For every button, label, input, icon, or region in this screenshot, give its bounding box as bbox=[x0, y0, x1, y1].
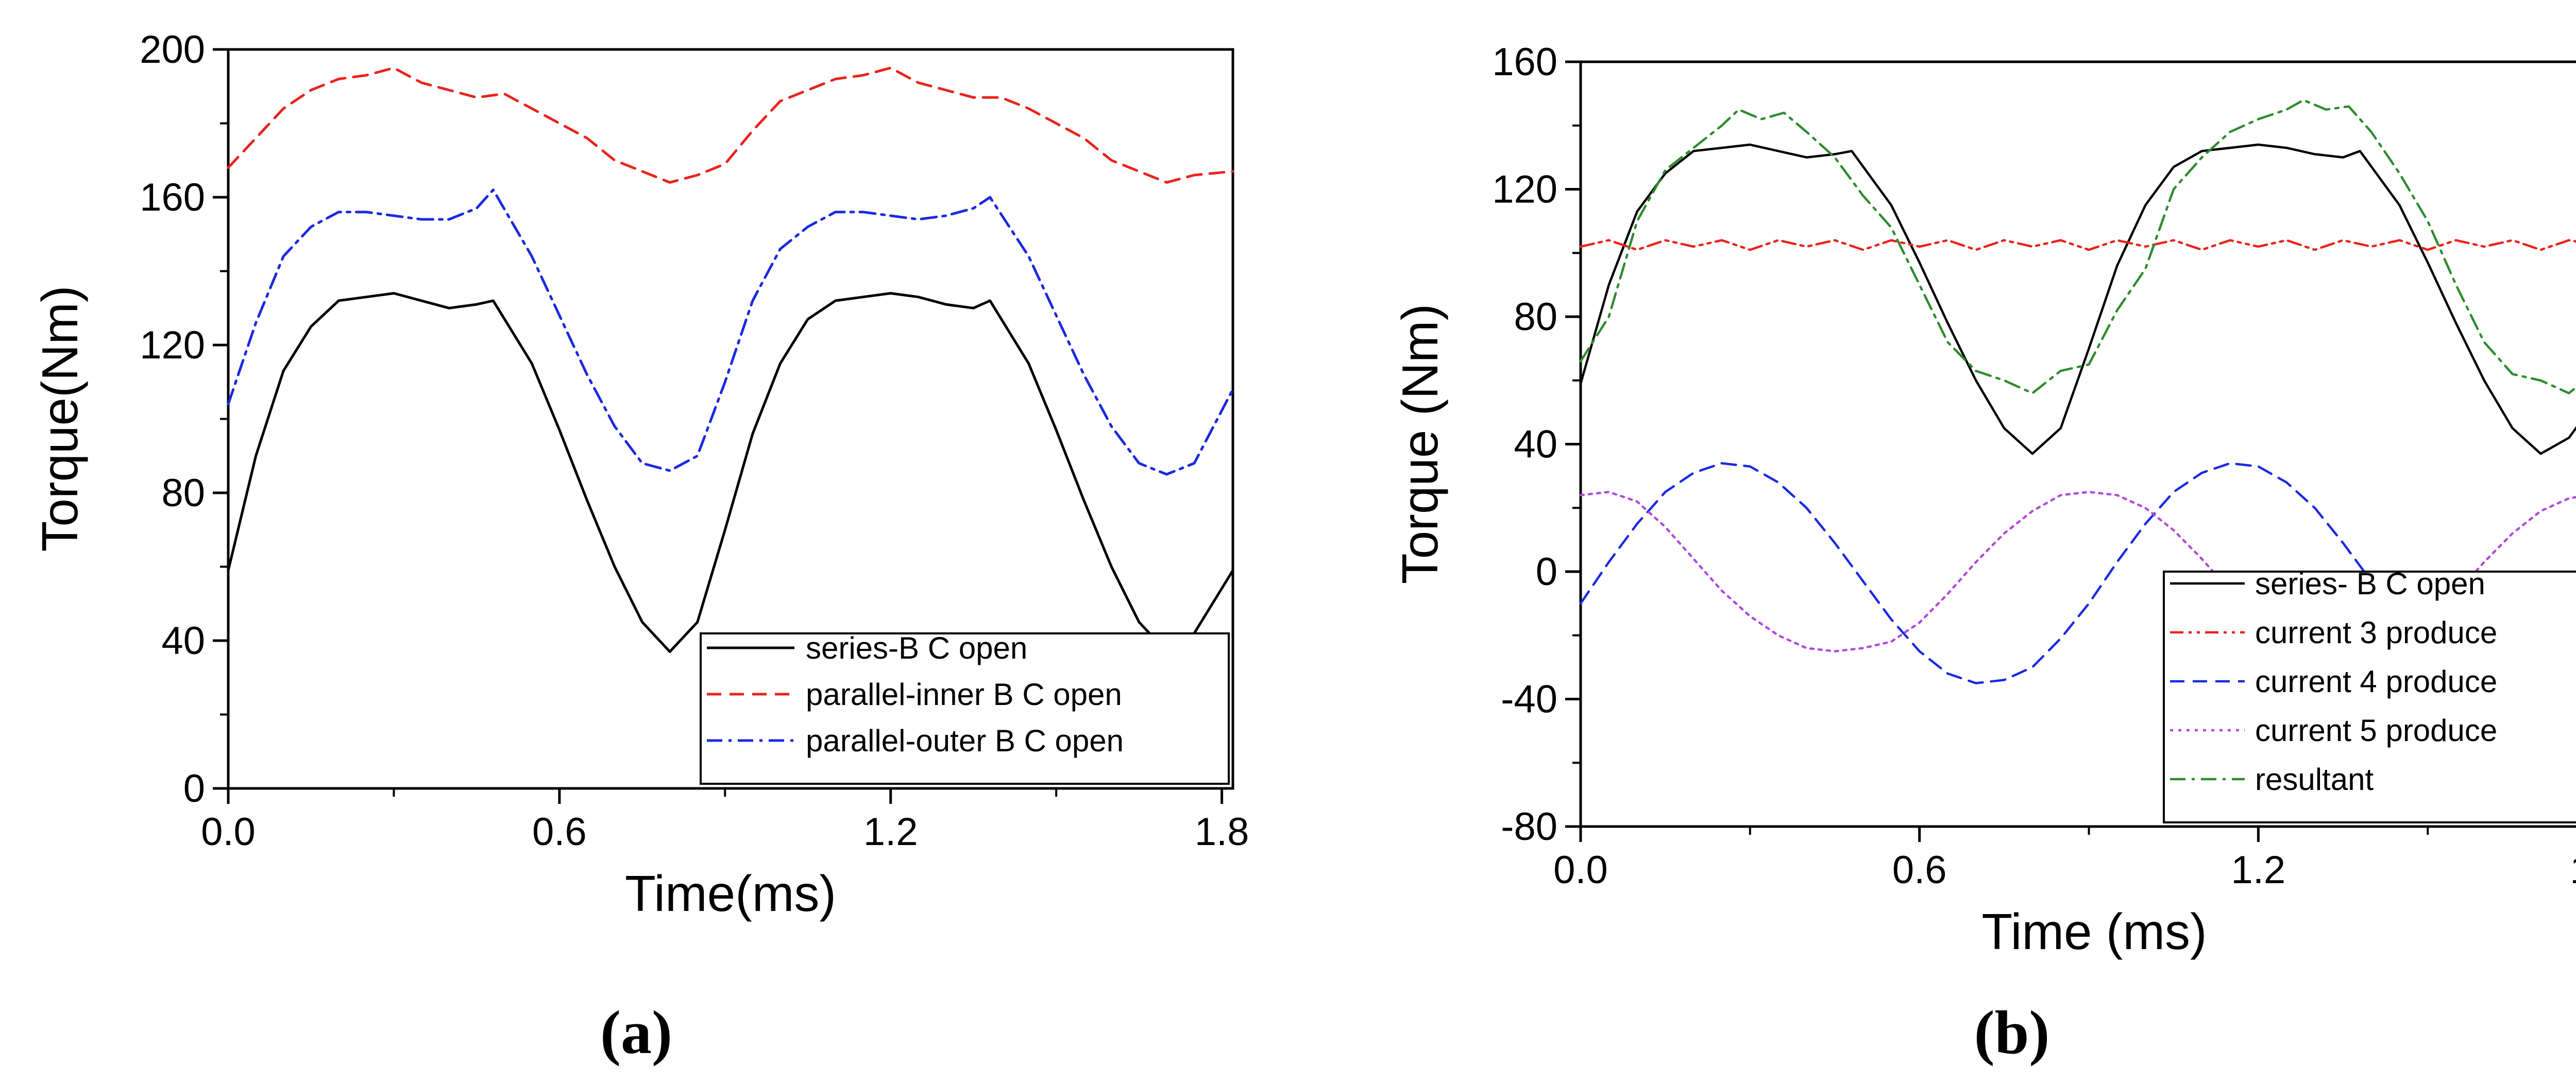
legend-items-b: series- B C open current 3 produce current… bbox=[2170, 566, 2497, 797]
y-tick-label-a-1: 40 bbox=[161, 619, 205, 663]
legend-items-a: series-B C open parallel-inner B C open pa… bbox=[707, 631, 1124, 758]
x-tick-label-a-2: 1.2 bbox=[863, 810, 918, 854]
axis-ticks-a: 0.0 0.6 1.2 1.8 0 40 80 120 160 200 bbox=[140, 28, 1249, 854]
x-tick-label-b-2: 1.2 bbox=[2231, 848, 2286, 892]
y-tick-label-b-5: 120 bbox=[1492, 168, 1557, 212]
chart-panel-a: 0.0 0.6 1.2 1.8 0 40 80 120 160 200 Time(ms) Torq… bbox=[31, 28, 1249, 1066]
legend-label-b-1: current 3 produce bbox=[2255, 615, 2497, 650]
legend-box-b bbox=[2163, 571, 2576, 823]
x-tick-label-b-0: 0.0 bbox=[1553, 848, 1608, 892]
x-axis-title-a: Time(ms) bbox=[625, 865, 836, 922]
y-tick-label-a-0: 0 bbox=[183, 767, 205, 811]
legend-label-b-2: current 4 produce bbox=[2255, 664, 2497, 699]
x-tick-label-a-1: 0.6 bbox=[532, 810, 587, 854]
legend-b: series- B C open current 3 produce current… bbox=[2163, 566, 2576, 823]
series-line-a-0 bbox=[227, 292, 1234, 653]
x-tick-label-a-3: 1.8 bbox=[1195, 810, 1249, 854]
y-tick-label-b-3: 40 bbox=[1514, 423, 1557, 467]
y-tick-label-a-3: 120 bbox=[140, 323, 205, 367]
y-tick-label-a-2: 80 bbox=[161, 471, 205, 515]
y-tick-label-b-6: 160 bbox=[1492, 40, 1557, 84]
series-line-a-1 bbox=[227, 66, 1234, 184]
x-tick-label-b-3: 1.8 bbox=[2570, 848, 2576, 892]
y-axis-title-b: Torque (Nm) bbox=[1392, 304, 1448, 584]
legend-label-a-2: parallel-outer B C open bbox=[806, 724, 1124, 758]
legend-label-b-0: series- B C open bbox=[2255, 566, 2485, 601]
series-line-b-4 bbox=[1579, 99, 2576, 394]
series-lines-a bbox=[227, 66, 1234, 653]
legend-label-a-1: parallel-inner B C open bbox=[806, 677, 1122, 712]
y-tick-label-b-2: 0 bbox=[1536, 550, 1557, 594]
axis-ticks-b: 0.0 0.6 1.2 1.8 -80 -40 0 40 80 120 160 bbox=[1492, 40, 2576, 892]
panel-label-a: (a) bbox=[600, 998, 672, 1066]
legend-label-b-3: current 5 produce bbox=[2255, 713, 2497, 748]
x-tick-label-a-0: 0.0 bbox=[201, 810, 256, 854]
x-axis-title-b: Time (ms) bbox=[1981, 903, 2207, 960]
y-tick-label-b-0: -80 bbox=[1501, 805, 1557, 849]
series-line-b-1 bbox=[1579, 239, 2576, 251]
legend-label-a-0: series-B C open bbox=[806, 631, 1027, 665]
y-tick-label-b-1: -40 bbox=[1501, 678, 1557, 721]
series-line-b-0 bbox=[1579, 143, 2576, 455]
y-tick-label-b-4: 80 bbox=[1514, 295, 1557, 339]
legend-a: series-B C open parallel-inner B C open pa… bbox=[700, 631, 1230, 785]
y-axis-title-a: Torque(Nm) bbox=[31, 285, 88, 552]
series-line-a-2 bbox=[227, 188, 1234, 476]
x-tick-label-b-1: 0.6 bbox=[1892, 848, 1947, 892]
y-tick-label-a-5: 200 bbox=[140, 28, 205, 72]
panel-label-b: (b) bbox=[1974, 998, 2050, 1066]
y-tick-label-a-4: 160 bbox=[140, 176, 205, 219]
legend-box-a bbox=[700, 632, 1230, 785]
legend-label-b-4: resultant bbox=[2255, 762, 2374, 797]
